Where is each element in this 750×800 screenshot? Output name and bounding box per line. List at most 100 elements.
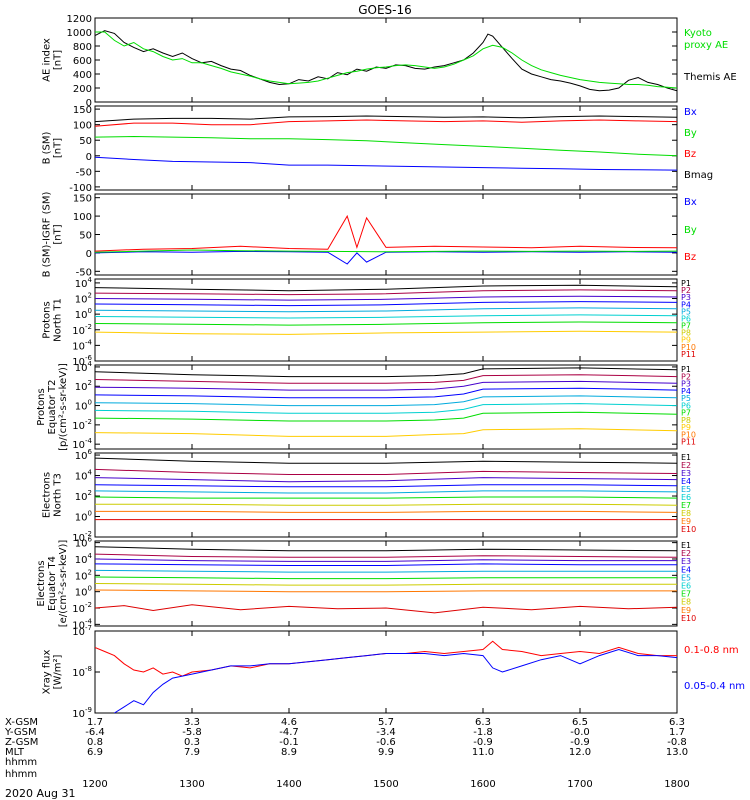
legend-label: Themis AE: [683, 72, 737, 83]
ephemeris-cell: 1800: [664, 779, 689, 790]
ephemeris-cell: 1.7: [87, 717, 103, 728]
series-line-e7: [95, 583, 677, 586]
y-axis-label: [e/(cm²-s-sr-keV)]: [58, 540, 69, 628]
y-tick-label: 102: [75, 489, 92, 503]
ephemeris-cell: 0.8: [87, 737, 103, 748]
legend-label: Bz: [684, 149, 696, 160]
ephemeris-cell: 1.7: [669, 727, 685, 738]
series-line-0-05-0-4-nm: [114, 648, 677, 713]
ephemeris-row-label: Z-GSM: [5, 737, 38, 748]
y-tick-label: 10-8: [72, 665, 92, 679]
y-axis-label: North T1: [53, 298, 64, 342]
legend-label: E10: [681, 614, 696, 623]
ephemeris-cell: 8.9: [281, 747, 297, 758]
legend-label: 0.05-0.4 nm: [684, 681, 745, 692]
ephemeris-table: X-GSMY-GSMZ-GSMMLThhmmhhmm1.7-6.40.86.91…: [4, 717, 690, 790]
series-line-p5: [95, 395, 677, 407]
ephemeris-cell: 1300: [179, 779, 204, 790]
series-line-themis-ae: [95, 30, 677, 92]
legend-label: P6: [681, 314, 691, 323]
series-line-p3: [95, 380, 677, 391]
series-line-e7: [95, 503, 677, 506]
series-line-e2: [95, 553, 677, 558]
legend-label: Bx: [684, 107, 697, 118]
y-tick-label: 10-2: [72, 418, 92, 432]
y-tick-label: 600: [73, 56, 92, 67]
y-tick-label: 100: [73, 121, 92, 132]
legend-label: P2: [681, 372, 691, 381]
series-line-p8: [95, 330, 677, 335]
series-line-e6: [95, 496, 677, 499]
y-tick-label: 0: [86, 249, 92, 260]
legend-label: E10: [681, 525, 696, 534]
y-tick-label: 0: [86, 98, 92, 109]
y-tick-label: 10-4: [72, 437, 92, 451]
ephemeris-cell: -3.4: [376, 727, 396, 738]
y-tick-label: 102: [75, 379, 92, 393]
y-axis-label: Electrons: [36, 560, 47, 606]
y-axis-label: [p/(cm²-s-sr-keV)]: [58, 363, 69, 451]
y-tick-label: 10-2: [72, 601, 92, 615]
legend-label: E3: [681, 557, 691, 566]
ephemeris-row-label: hhmm: [5, 757, 37, 768]
legend-label: P11: [681, 438, 696, 447]
legend-label: E8: [681, 598, 691, 607]
y-tick-label: 104: [75, 360, 93, 374]
ephemeris-cell: 13.0: [666, 747, 688, 758]
series-line-e1: [95, 457, 677, 464]
legend-label: E5: [681, 485, 691, 494]
ephemeris-cell: -5.8: [182, 727, 202, 738]
legend-label: P5: [681, 307, 691, 316]
y-tick-label: 0: [86, 152, 92, 163]
panel-5: 104 102 100 10-2 10-4 Protons Equator T2 [p/(cm…: [36, 360, 696, 451]
panel-1: 0 200 400 600 800 1000 1200 AE index [nT] Kyotopr…: [42, 14, 737, 109]
legend-label: E3: [681, 469, 691, 478]
ephemeris-cell: 6.3: [475, 717, 491, 728]
legend-label: P3: [681, 293, 691, 302]
legend-label: E7: [681, 501, 691, 510]
y-axis-label: B (SM): [42, 131, 53, 164]
plot-title: GOES-16: [358, 3, 412, 17]
y-tick-label: 104: [75, 552, 93, 566]
y-tick-label: 800: [73, 42, 92, 53]
series-line-p7: [95, 411, 677, 422]
ephemeris-cell: 3.3: [184, 717, 200, 728]
legend-label: P11: [681, 350, 696, 359]
y-tick-label: 104: [75, 276, 93, 290]
ephemeris-cell: 4.6: [281, 717, 297, 728]
legend-label: 0.1-0.8 nm: [684, 645, 739, 656]
ephemeris-cell: 1600: [470, 779, 495, 790]
series-line-p2: [95, 374, 677, 384]
y-tick-label: 100: [75, 585, 92, 599]
series-line-p8: [95, 428, 677, 437]
ephemeris-cell: 0.3: [184, 737, 200, 748]
legend-label: P10: [681, 430, 696, 439]
y-tick-label: 10-4: [72, 338, 92, 352]
ephemeris-cell: 1500: [373, 779, 398, 790]
legend-label: P8: [681, 329, 691, 338]
legend-label: Kyoto: [684, 28, 712, 39]
y-tick-label: 10-2: [72, 530, 92, 544]
y-axis-label: North T3: [53, 473, 64, 517]
legend-label: E1: [681, 541, 691, 550]
panel-frame: [94, 630, 678, 714]
series-line-e2: [95, 468, 677, 475]
panel-3: -50 0 50 100 150 B (SM)-IGRF (SM) [nT] Bx By Bz: [42, 192, 697, 279]
ephemeris-cell: 11.0: [472, 747, 494, 758]
legend-label: E1: [681, 453, 691, 462]
series-line-e8: [95, 589, 677, 593]
y-tick-label: 100: [75, 399, 92, 413]
legend-label: E7: [681, 590, 691, 599]
legend-label: P2: [681, 286, 691, 295]
y-axis-label: [nT]: [53, 224, 64, 244]
ephemeris-cell: 1200: [82, 779, 107, 790]
legend-label: E2: [681, 549, 691, 558]
legend-label: P3: [681, 380, 691, 389]
legend-label: P6: [681, 401, 691, 410]
y-tick-label: 10-9: [72, 706, 92, 720]
y-tick-label: 150: [73, 194, 92, 205]
series-line-p7: [95, 321, 677, 326]
series-line-e5: [95, 490, 677, 494]
